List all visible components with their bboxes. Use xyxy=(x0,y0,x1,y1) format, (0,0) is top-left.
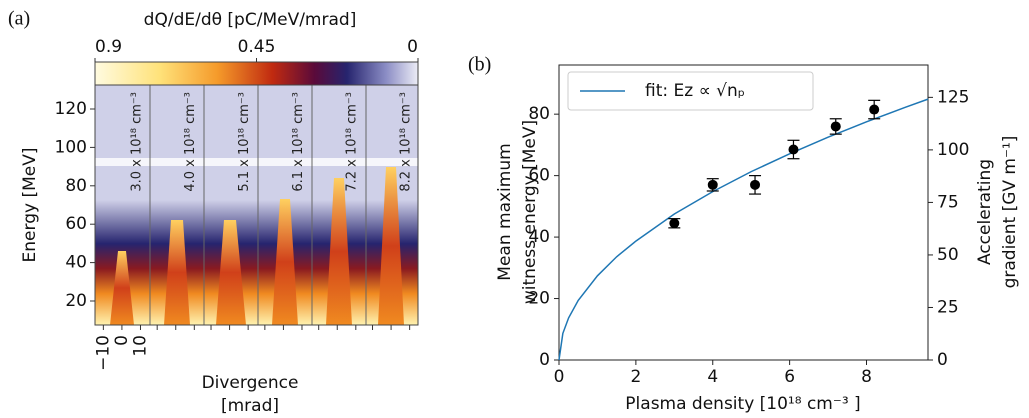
data-point xyxy=(669,218,680,229)
data-point xyxy=(707,179,718,190)
y-tick-label: 20 xyxy=(528,289,550,309)
y2-tick-label: 0 xyxy=(937,350,948,370)
colorbar-tick-label: 0.45 xyxy=(238,37,276,57)
data-point xyxy=(830,121,841,132)
y2-tick-label: 100 xyxy=(937,140,969,160)
data-point xyxy=(750,179,761,190)
y-tick-label: 20 xyxy=(65,291,87,311)
y-tick-label: 60 xyxy=(65,214,87,234)
x-tick-label: −10 xyxy=(93,335,113,371)
colorbar xyxy=(94,61,419,86)
x-axis-label: [mrad] xyxy=(221,396,279,416)
x-tick-label: 8 xyxy=(861,367,872,387)
colorbar-tick-label: 0 xyxy=(407,37,418,57)
y-tick-label: 80 xyxy=(528,104,550,124)
x-tick-label: 0 xyxy=(112,335,132,346)
frame xyxy=(94,84,419,326)
y-tick-label: 40 xyxy=(528,227,550,247)
y-tick-label: 100 xyxy=(55,137,87,157)
y2-tick-label: 125 xyxy=(937,87,969,107)
data-point xyxy=(869,104,880,115)
y-axis-label: Mean maximum xyxy=(495,143,515,280)
x-axis-label: Plasma density [10¹⁸ cm⁻³ ] xyxy=(625,394,860,414)
x-tick-label: 0 xyxy=(554,367,565,387)
y2-axis-label: gradient [GV m⁻¹] xyxy=(1000,136,1020,289)
y-axis-label: Energy [MeV] xyxy=(20,148,40,263)
y-tick-label: 60 xyxy=(528,166,550,186)
density-label: 8.2 x 10¹⁸ cm⁻³ xyxy=(399,92,414,192)
frame xyxy=(558,64,929,361)
x-tick-label: 2 xyxy=(630,367,641,387)
y2-axis-label: Accelerating xyxy=(975,159,995,265)
panel-label: (a) xyxy=(8,8,30,30)
density-label: 5.1 x 10¹⁸ cm⁻³ xyxy=(237,92,252,192)
x-tick-label: 6 xyxy=(784,367,795,387)
density-label: 3.0 x 10¹⁸ cm⁻³ xyxy=(129,92,144,192)
data-point xyxy=(788,144,799,155)
y2-tick-label: 25 xyxy=(937,297,959,317)
x-tick-label: 4 xyxy=(707,367,718,387)
y-tick-label: 40 xyxy=(65,253,87,273)
spectra-image xyxy=(95,85,418,325)
panel-label: (b) xyxy=(468,54,491,76)
y-tick-label: 120 xyxy=(55,99,87,119)
legend-label: fit: Ez ∝ √nₚ xyxy=(645,81,745,101)
density-label: 7.2 x 10¹⁸ cm⁻³ xyxy=(345,92,360,192)
y2-tick-label: 75 xyxy=(937,192,959,212)
y2-tick-label: 50 xyxy=(937,245,959,265)
legend-box xyxy=(567,71,814,111)
colorbar-label: dQ/dE/dθ [pC/MeV/mrad] xyxy=(144,10,357,30)
y-axis-label: witness energy [MeV] xyxy=(520,120,540,304)
y-tick-label: 80 xyxy=(65,176,87,196)
x-axis-label: Divergence xyxy=(202,373,299,393)
density-label: 6.1 x 10¹⁸ cm⁻³ xyxy=(291,92,306,192)
density-label: 4.0 x 10¹⁸ cm⁻³ xyxy=(183,92,198,192)
y-tick-label: 0 xyxy=(539,350,550,370)
fit-line xyxy=(558,98,929,361)
x-tick-label: 10 xyxy=(130,335,150,357)
colorbar-tick-label: 0.9 xyxy=(95,37,122,57)
